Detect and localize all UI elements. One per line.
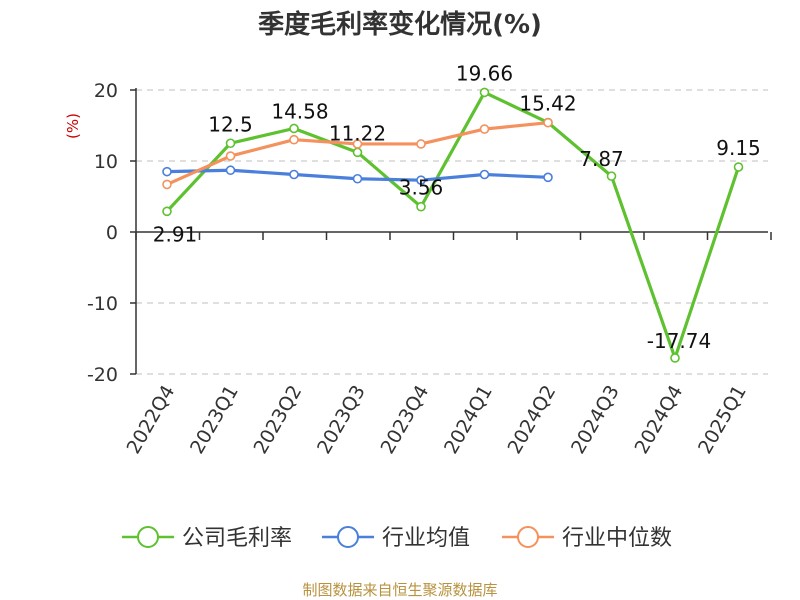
y-tick-label: 0 [106,222,118,244]
x-tick-label: 2025Q1 [694,382,751,458]
data-point [289,123,299,134]
data-point [733,162,744,172]
x-tick-label: 2023Q4 [377,382,434,458]
data-label: 12.5 [208,112,253,136]
legend: 公司毛利率 行业均值 行业中位数 [122,526,672,551]
legend-marker [137,526,159,548]
data-point [162,179,172,190]
data-label: 15.42 [519,92,576,116]
chart-title: 季度毛利率变化情况(%) [258,9,542,40]
data-label: 2.91 [153,222,198,246]
data-point [162,206,172,217]
data-point [416,139,426,149]
data-point [352,147,363,158]
y-axis-unit: (%) [64,113,82,139]
data-point [162,166,172,177]
data-point [289,134,299,145]
y-tick-label: -10 [87,293,118,315]
x-tick-label: 2023Q3 [313,382,370,458]
x-tick-label: 2024Q4 [631,382,688,458]
x-tick-label: 2024Q1 [440,382,497,458]
data-point [479,169,490,180]
data-point [670,353,680,363]
data-label: 7.87 [579,147,624,171]
data-point [225,151,236,161]
series-line [165,90,741,360]
data-point [289,169,299,180]
data-label: -17.74 [647,329,711,353]
legend-label: 公司毛利率 [182,526,292,551]
series-layer [162,87,744,363]
data-point [543,172,553,183]
data-point [416,175,426,185]
data-label: 19.66 [456,61,513,85]
x-tick-label: 2023Q2 [250,382,307,458]
data-point [479,124,490,134]
x-tick-label: 2023Q1 [186,382,243,458]
y-tick-label: 10 [94,151,118,173]
data-point [543,117,553,128]
data-point [479,87,490,98]
x-tick-label: 2024Q3 [567,382,624,458]
data-label: 3.56 [399,176,444,200]
legend-label: 行业中位数 [562,526,672,551]
legend-label: 行业均值 [382,526,470,551]
data-label: 14.58 [271,99,328,123]
data-label: 9.15 [716,136,761,160]
data-label: 11.22 [329,121,386,145]
source-footer: 制图数据来自恒生聚源数据库 [302,581,497,599]
data-point [606,171,617,181]
y-tick-label: 20 [94,80,118,102]
legend-marker [337,526,359,548]
data-point [225,165,236,176]
y-tick-label: -20 [87,364,118,386]
data-point [416,201,426,212]
x-tick-label: 2024Q2 [504,382,561,458]
data-point [352,139,363,149]
data-point [352,173,363,184]
x-tick-label: 2022Q4 [123,382,180,458]
legend-marker [517,526,539,548]
data-point [225,138,236,149]
